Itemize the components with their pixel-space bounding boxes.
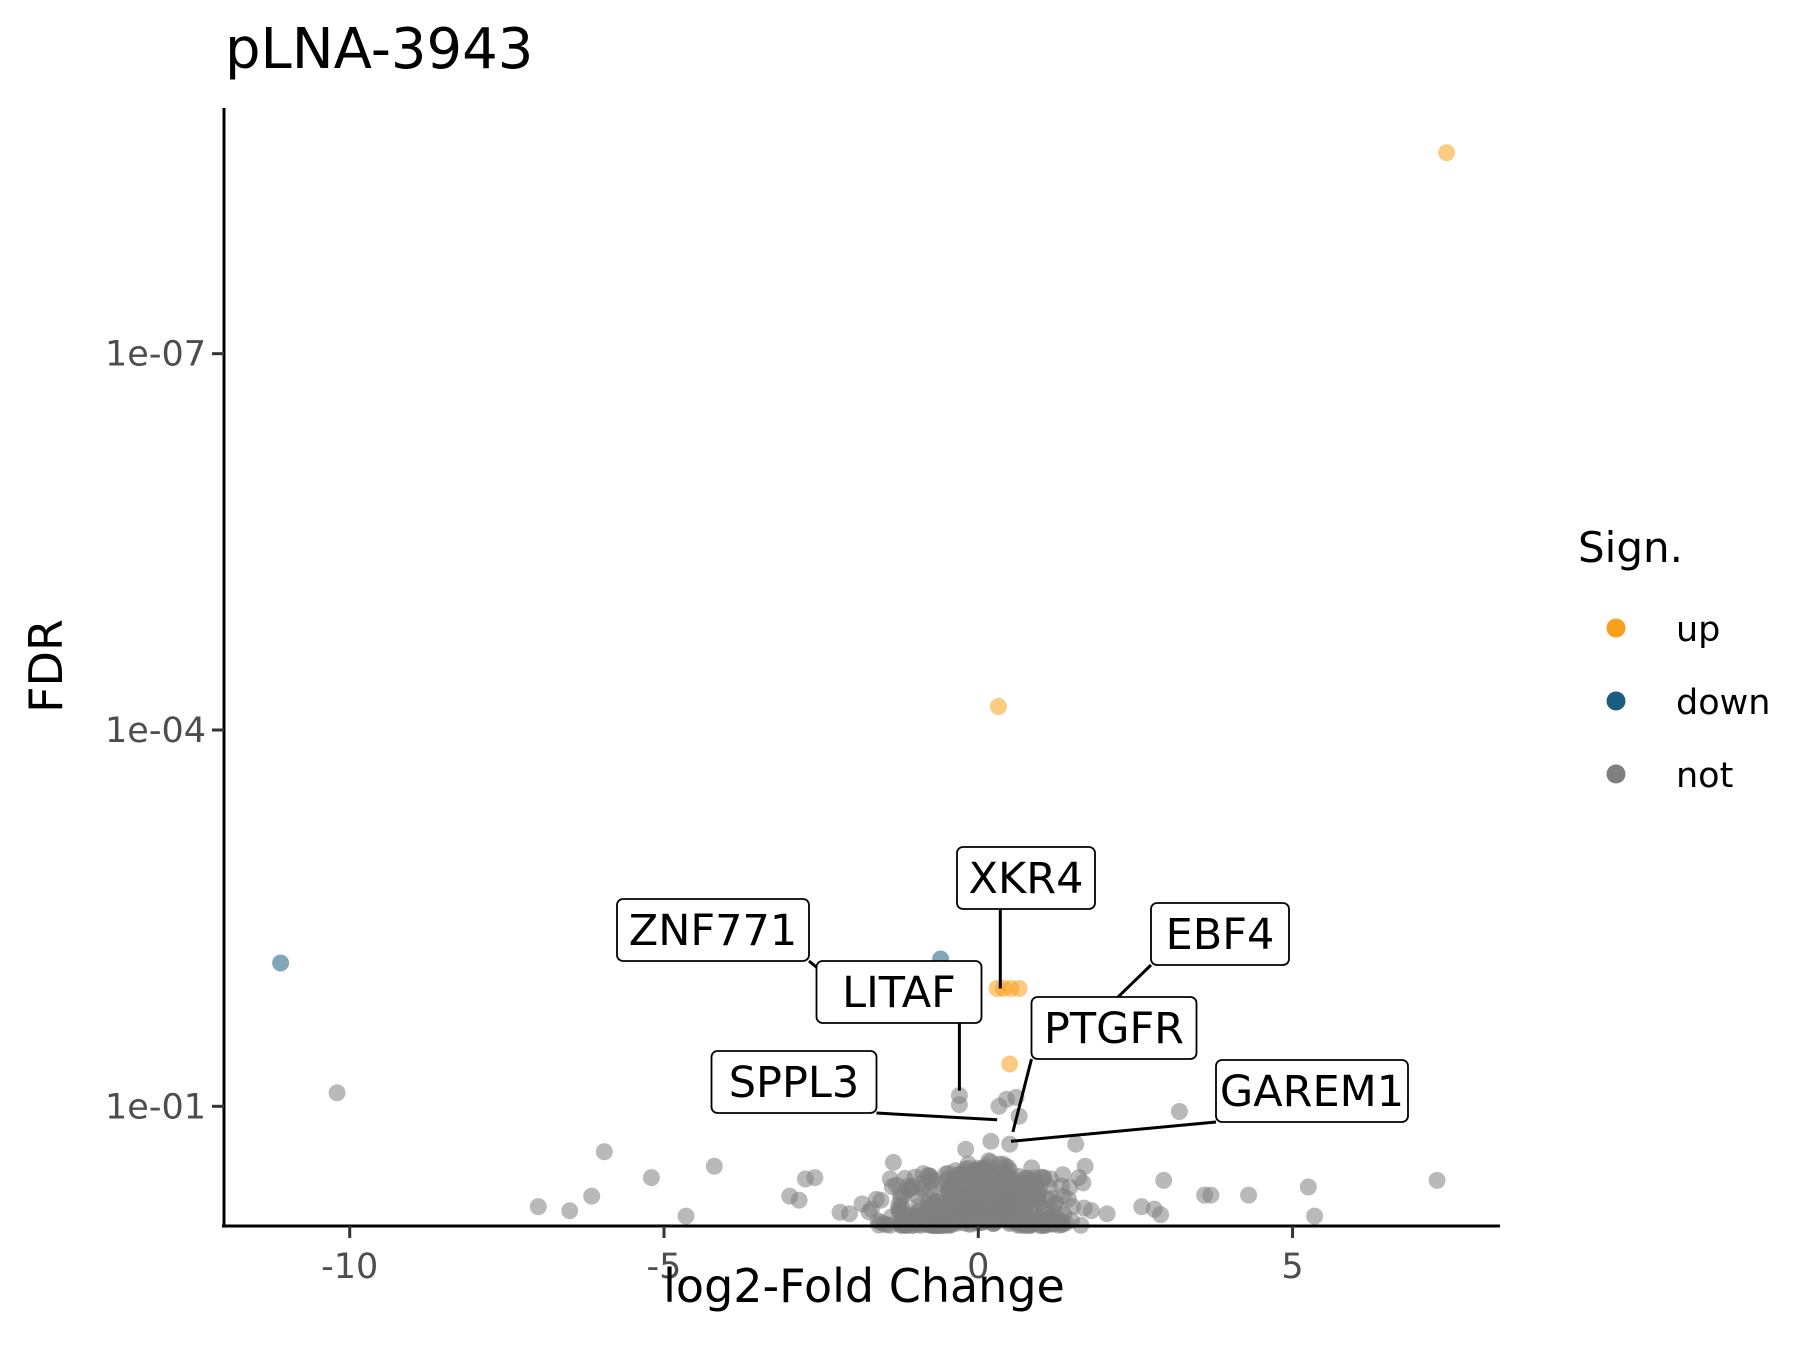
y-axis-title: FDR <box>19 619 73 713</box>
axes <box>222 108 1500 1228</box>
point-not-30 <box>950 1096 968 1114</box>
point-up-0 <box>1438 144 1456 162</box>
y-tick-label-1: 1e-04 <box>105 711 206 751</box>
x-axis-ticks: -10 -5 0 5 <box>321 1226 1304 1287</box>
point-not-cluster-515 <box>1018 1210 1036 1228</box>
label-box-garem1 <box>1215 1059 1409 1123</box>
chart-title: pLNA-3943 <box>225 17 533 82</box>
legend-key-not <box>1606 764 1626 784</box>
point-not-5 <box>529 1198 547 1216</box>
x-tick-label-0: -10 <box>321 1247 378 1287</box>
label-box-xkr4 <box>956 846 1096 910</box>
point-not-7 <box>583 1187 601 1205</box>
x-tick-label-2: 0 <box>967 1247 989 1287</box>
point-not-0 <box>328 1084 346 1102</box>
point-not-cluster-516 <box>892 1190 910 1208</box>
x-tick-label-3: 5 <box>1281 1247 1303 1287</box>
point-not-14 <box>840 1205 858 1223</box>
point-up-5 <box>1010 980 1028 997</box>
point-not-31 <box>957 1140 975 1158</box>
gene-label-znf771: ZNF771 <box>629 906 797 956</box>
label-box-sppl3 <box>710 1050 878 1114</box>
gene-label-garem1: GAREM1 <box>1220 1067 1404 1117</box>
point-not-67 <box>1202 1186 1220 1204</box>
point-not-12 <box>806 1169 824 1187</box>
legend-key-down <box>1606 691 1626 711</box>
point-not-19 <box>884 1153 902 1171</box>
y-tick-label-2: 1e-01 <box>105 1087 206 1127</box>
point-not-71 <box>1428 1171 1446 1189</box>
point-not-cluster-338 <box>1059 1190 1077 1208</box>
point-not-cluster-342 <box>1075 1199 1093 1217</box>
legend-label-not: not <box>1676 756 1733 796</box>
legend-label-down: down <box>1676 683 1770 723</box>
point-up-1 <box>989 698 1007 715</box>
gene-label-litaf: LITAF <box>842 968 956 1018</box>
point-up-7 <box>1001 1055 1019 1073</box>
gene-label-ebf4: EBF4 <box>1166 910 1275 960</box>
legend-label-up: up <box>1676 610 1720 650</box>
label-box-ebf4 <box>1150 902 1290 966</box>
point-not-61 <box>1133 1198 1151 1216</box>
point-not-10 <box>790 1191 808 1209</box>
gene-label-sppl3: SPPL3 <box>729 1058 859 1108</box>
point-not-cluster-501 <box>939 1164 957 1182</box>
legend-key-up <box>1606 618 1626 638</box>
point-not-65 <box>1170 1103 1188 1120</box>
label-connector-sppl3 <box>876 1111 998 1122</box>
point-not-6 <box>561 1202 579 1220</box>
label-connector-garem1 <box>1010 1120 1217 1143</box>
y-axis-ticks: 1e-07 1e-04 1e-01 <box>105 335 224 1127</box>
point-not-cluster-417 <box>1074 1174 1092 1192</box>
legend-title: Sign. <box>1578 523 1683 572</box>
point-not-43 <box>1001 1135 1019 1153</box>
legend: Sign. up down not <box>1578 523 1770 796</box>
point-not-68 <box>1240 1186 1258 1204</box>
point-not-69 <box>1299 1178 1317 1196</box>
point-not-cluster-514 <box>971 1174 989 1192</box>
point-not-4 <box>705 1157 723 1175</box>
point-not-36 <box>982 1132 1000 1150</box>
point-not-2 <box>595 1143 613 1161</box>
label-box-ptgfr <box>1030 996 1198 1060</box>
point-not-56 <box>1067 1135 1085 1153</box>
gene-label-xkr4: XKR4 <box>969 854 1084 904</box>
gene-labels: XKR4 ZNF771 EBF4 LITAF PTGFR SPPL3 GAREM1 <box>616 846 1409 1143</box>
point-not-cluster-427 <box>1032 1168 1050 1186</box>
point-not-cluster-517 <box>947 1213 965 1231</box>
point-not-60 <box>1098 1205 1116 1223</box>
point-not-cluster-508 <box>922 1181 940 1199</box>
point-not-cluster-153 <box>1054 1166 1072 1184</box>
point-not-64 <box>1155 1171 1173 1189</box>
point-not-cluster-304 <box>867 1190 885 1208</box>
label-box-znf771 <box>616 898 810 962</box>
gene-label-ptgfr: PTGFR <box>1044 1004 1184 1054</box>
point-down-0 <box>272 954 290 972</box>
point-not-58 <box>1076 1157 1094 1175</box>
point-not-8 <box>677 1207 695 1225</box>
point-not-cluster-511 <box>940 1181 958 1199</box>
point-not-3 <box>642 1169 660 1187</box>
point-not-63 <box>1152 1206 1170 1224</box>
label-connector-ptgfr <box>1011 1058 1033 1133</box>
point-not-70 <box>1306 1207 1324 1225</box>
label-box-litaf <box>815 960 983 1024</box>
y-tick-label-0: 1e-07 <box>105 335 206 375</box>
x-tick-label-1: -5 <box>647 1247 682 1287</box>
point-not-cluster-504 <box>976 1192 993 1210</box>
point-not-cluster-512 <box>960 1205 978 1223</box>
point-not-cluster-518 <box>1041 1209 1058 1227</box>
x-axis-title: log2-Fold Change <box>663 1259 1065 1313</box>
point-not-cluster-519 <box>994 1177 1012 1195</box>
